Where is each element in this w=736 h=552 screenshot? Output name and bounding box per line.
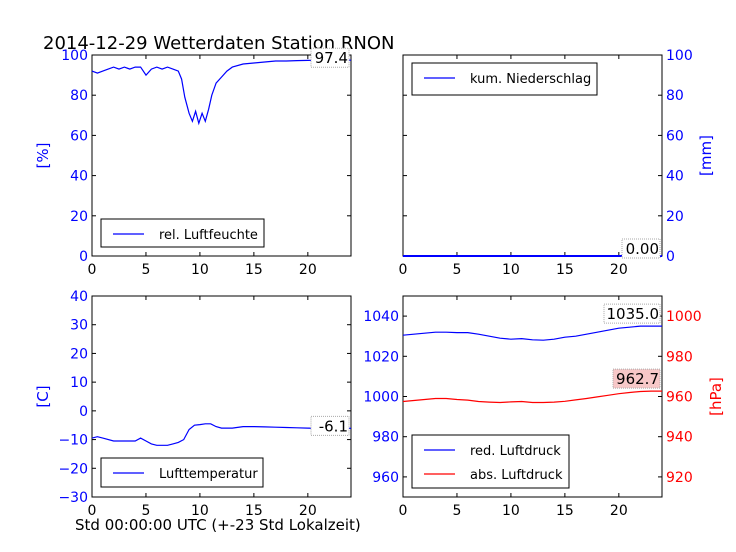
y-tick-label: 40: [666, 169, 684, 185]
x-tick-label: 15: [556, 262, 574, 278]
x-tick-label: 20: [610, 503, 628, 519]
x-tick-label: 10: [191, 262, 209, 278]
series-line-lufttemperatur: [91, 423, 351, 446]
y-axis-label: [%]: [34, 143, 52, 169]
x-tick-label: 5: [452, 503, 461, 519]
annotation-box-3-0: [603, 303, 661, 324]
y-tick-label: 980: [372, 430, 399, 446]
x-tick-label: 0: [399, 262, 408, 278]
legend: red. Luftdruck abs. Luftdruck: [411, 434, 570, 489]
panel-top-right: 0 5 10 15 20 0 20 40 60 80 100 [mm] kum. Niederschla…: [399, 48, 715, 278]
y-tick-label: 80: [666, 88, 684, 104]
x-tick-label: 20: [299, 262, 317, 278]
legend: rel. Luftfeuchte: [100, 218, 265, 248]
y-tick-label: 1000: [363, 390, 399, 406]
y-right-axis-label: [hPa]: [707, 377, 725, 416]
x-tick-label: 5: [452, 262, 461, 278]
x-tick-label: 20: [610, 262, 628, 278]
x-tick-label: 15: [245, 262, 263, 278]
y-tick-label: 60: [666, 128, 684, 144]
y-tick-label: 960: [372, 470, 399, 486]
y-tick-label: 100: [61, 48, 88, 64]
y-right-tick-label: 980: [666, 349, 693, 365]
x-axis-label: Std 00:00:00 UTC (+-23 Std Lokalzeit): [75, 516, 361, 534]
y-tick-label: −20: [58, 461, 88, 477]
y-tick-label: 30: [70, 318, 88, 334]
x-tick-label: 5: [141, 262, 150, 278]
y-tick-label: 20: [70, 346, 88, 362]
annotation-label-1: 0.00: [626, 240, 659, 258]
y-right-tick-label: 1000: [666, 309, 702, 325]
y-tick-label: 20: [666, 209, 684, 225]
legend-label: abs. Luftdruck: [470, 468, 563, 483]
legend-label: Lufttemperatur: [159, 467, 258, 482]
x-tick-label: 10: [502, 503, 520, 519]
x-tick-label: 0: [88, 503, 97, 519]
legend-frame: [411, 62, 598, 96]
y-tick-label: 40: [70, 169, 88, 185]
plot-frame: [91, 54, 352, 257]
x-tick-label: 10: [502, 262, 520, 278]
legend: kum. Niederschlag: [411, 62, 598, 96]
annotation-label-3-1: 962.7: [616, 370, 659, 388]
y-tick-label: −10: [58, 433, 88, 449]
x-tick-label: 20: [299, 503, 317, 519]
x-tick-label: 15: [556, 503, 574, 519]
legend-frame: [411, 434, 570, 489]
plot-frame: [91, 295, 352, 498]
y-tick-label: 0: [79, 249, 88, 265]
series-line-red-luftdruck: [402, 325, 662, 341]
annotation-box-0: [310, 47, 350, 68]
y-tick-label: 1040: [363, 309, 399, 325]
x-tick-label: 10: [191, 503, 209, 519]
y-tick-label: 0: [666, 249, 675, 265]
x-tick-label: 0: [399, 503, 408, 519]
annotation-box-3-1: [612, 368, 661, 389]
y-tick-label: 40: [70, 289, 88, 305]
legend-label: red. Luftdruck: [470, 444, 561, 459]
annotation-label-2: -6.1: [319, 417, 348, 435]
y-tick-label: 1020: [363, 349, 399, 365]
y-tick-label: 20: [70, 209, 88, 225]
annotation-box-2: [310, 415, 350, 436]
y-right-tick-label: 940: [666, 430, 693, 446]
annotation-label-3-0: 1035.0: [607, 305, 660, 323]
panel-bottom-left: 0 5 10 15 20 −30 −20 −10 0 10 20 30 40 [C] Lufttempera…: [34, 289, 352, 519]
y-right-tick-label: 960: [666, 390, 693, 406]
annotation-box-1: [621, 238, 661, 259]
series-line-abs-luftdruck: [402, 390, 662, 404]
legend-label: rel. Luftfeuchte: [159, 228, 258, 243]
x-tick-label: 15: [245, 503, 263, 519]
y-axis-label: [mm]: [697, 135, 715, 176]
y-axis-label: [C]: [34, 385, 52, 407]
panel-bottom-right: 0 5 10 15 20 960 980 1000 1020 1040 920 940 960 980 10…: [363, 295, 725, 519]
panel-top-left: 0 5 10 15 20 0 20 40 60 80 100 [%] rel. Luftfeuchte 9…: [34, 47, 352, 278]
y-tick-label: 60: [70, 128, 88, 144]
legend-label: kum. Niederschlag: [470, 72, 591, 87]
annotation-label-0: 97.4: [315, 49, 348, 67]
y-right-tick-label: 920: [666, 470, 693, 486]
y-tick-label: 10: [70, 375, 88, 391]
y-tick-label: 100: [666, 48, 693, 64]
legend-frame: [100, 218, 265, 248]
figure-title: 2014-12-29 Wetterdaten Station RNON: [43, 33, 394, 54]
legend: Lufttemperatur: [100, 457, 264, 488]
y-tick-label: 80: [70, 88, 88, 104]
x-tick-label: 0: [88, 262, 97, 278]
x-tick-label: 5: [141, 503, 150, 519]
y-tick-label: −30: [58, 490, 88, 506]
y-tick-label: 0: [79, 404, 88, 420]
series-line-rel-luftfeuchte: [91, 59, 351, 126]
